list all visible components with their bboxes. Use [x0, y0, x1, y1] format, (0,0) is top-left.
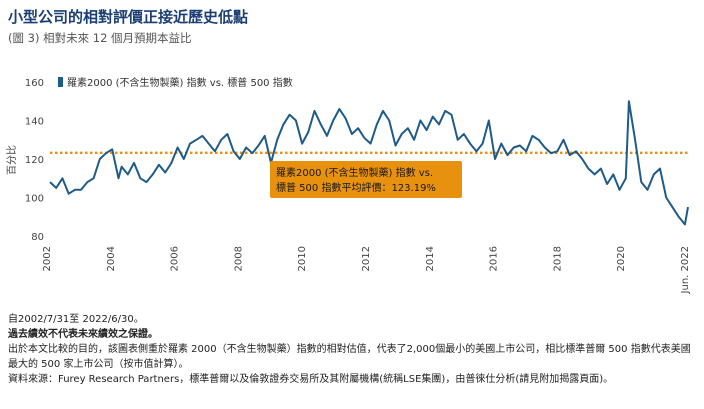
y-tick-label: 80 — [31, 232, 44, 243]
y-tick-label: 160 — [25, 78, 44, 89]
x-tick-label: 2006 — [170, 246, 181, 271]
y-tick-label: 140 — [25, 117, 44, 128]
legend: 羅素2000 (不含生物製藥) 指數 vs. 標普 500 指數 — [58, 76, 293, 89]
footnote-source: 資料來源：Furey Research Partners，標準普爾以及倫敦證券交… — [8, 374, 614, 385]
footnotes: 自2002/7/31至 2022/6/30。 過去績效不代表未來績效之保證。 出… — [8, 312, 698, 387]
annotation-line-2: 標普 500 指數平均評價：123.19% — [276, 181, 436, 194]
x-tick-label: 2002 — [42, 246, 53, 271]
annotation-line-1: 羅素2000 (不含生物製藥) 指數 vs. — [276, 166, 433, 179]
x-tick-label: Jun. 2022 — [680, 246, 691, 294]
x-tick-label: 2020 — [616, 246, 627, 271]
y-tick-label: 100 — [25, 194, 44, 205]
chart-title: 小型公司的相對評價正接近歷史低點 — [8, 8, 249, 26]
footnote-comparison: 出於本文比較的目的，該圖表側重於羅素 2000（不含生物製藥）指數的相對估值，代… — [8, 344, 691, 370]
series-line — [49, 100, 689, 226]
average-annotation: 羅素2000 (不含生物製藥) 指數 vs. 標普 500 指數平均評價：123… — [270, 161, 462, 198]
legend-swatch — [58, 77, 63, 87]
x-tick-label: 2018 — [552, 246, 563, 271]
y-tick-label: 120 — [25, 155, 44, 166]
line-chart: 80 100 120 140 160 2002 2004 2006 2008 2010 2012 2… — [6, 76, 691, 294]
x-tick-label: 2016 — [489, 246, 500, 271]
footnote-date-range: 自2002/7/31至 2022/6/30。 — [8, 314, 144, 325]
footnote-disclaimer: 過去績效不代表未來績效之保證。 — [8, 329, 158, 340]
annotation-box — [270, 161, 462, 198]
x-tick-label: 2008 — [233, 246, 244, 271]
x-tick-label: 2012 — [361, 246, 372, 271]
x-tick-label: 2004 — [106, 246, 117, 271]
chart-subtitle: (圖 3) 相對未來 12 個月預期本益比 — [8, 31, 192, 45]
x-tick-label: 2014 — [425, 246, 436, 271]
x-tick-label: 2010 — [297, 246, 308, 271]
legend-label: 羅素2000 (不含生物製藥) 指數 vs. 標普 500 指數 — [67, 76, 293, 89]
y-axis-label: 百分比 — [6, 145, 18, 175]
